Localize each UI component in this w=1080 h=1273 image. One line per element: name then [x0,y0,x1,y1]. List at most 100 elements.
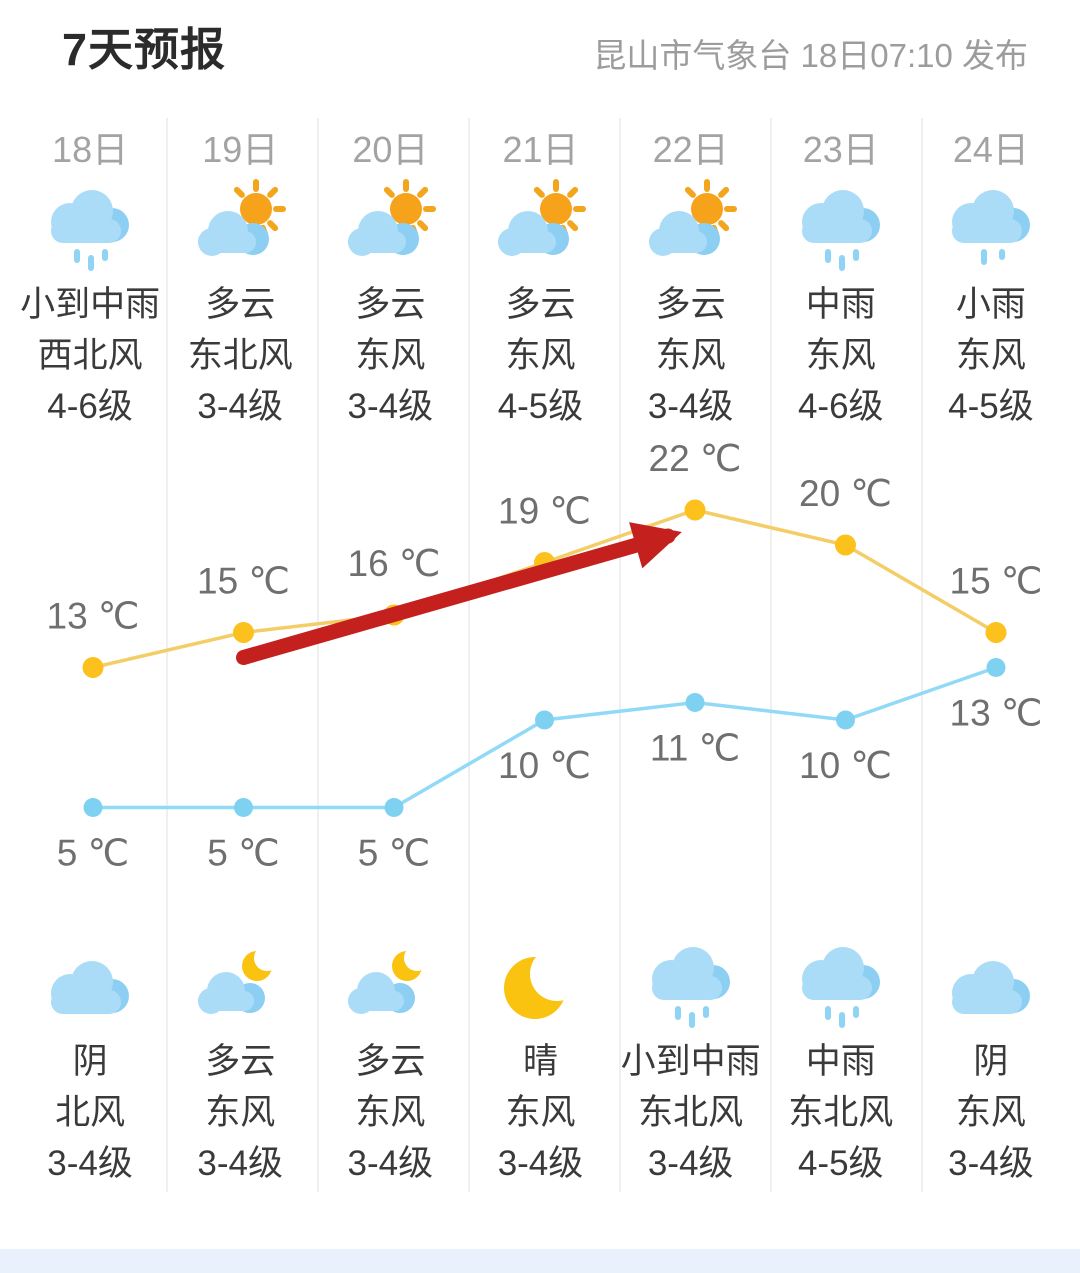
night-weather-icon [490,936,590,1036]
day-wind-direction: 东风 [955,336,1026,375]
moon-cloud-icon [348,945,431,1014]
rain-cloud-icon [801,947,880,1028]
forecast-column-24: 24日 小雨 东风 4-5级 [916,115,1066,432]
day-high-temperature-label: 13 ℃ [47,595,140,636]
night-low-temperature-label: 10 ℃ [799,745,892,786]
day-wind-level: 3-4级 [647,387,734,426]
night-wind-direction: 东北风 [788,1093,894,1132]
night-wind-level: 4-5级 [797,1144,884,1183]
day-high-temperature-label: 15 ℃ [197,560,290,601]
night-wind-direction: 北风 [55,1093,126,1132]
rain-cloud-icon [801,190,880,271]
night-weather-icon [40,936,140,1036]
moon-icon [504,947,585,1019]
night-wind-direction: 东风 [505,1093,576,1132]
night-low-temperature-point [83,798,103,817]
date-label: 20日 [352,129,429,170]
forecast-column-18: 18日 小到中雨 西北风 4-6级 [15,115,165,432]
day-wind-direction: 西北风 [37,336,143,375]
night-column-20: 多云 东风 3-4级 [315,924,465,1189]
day-high-temperature-label: 20 ℃ [799,473,892,514]
cloud-icon [51,961,130,1014]
date-label: 18日 [52,129,129,170]
night-forecast-row: 阴 北风 3-4级 多云 东风 3-4级 多云 东风 3-4级 [15,924,1066,1189]
night-column-18: 阴 北风 3-4级 [15,924,165,1189]
day-condition: 多云 [355,285,426,324]
day-wind-direction: 东北风 [187,336,293,375]
night-column-23: 中雨 东北风 4-5级 [766,924,916,1189]
forecast-column-23: 23日 中雨 东风 4-6级 [766,115,916,432]
date-label: 23日 [802,129,879,170]
day-condition: 多云 [655,285,726,324]
cloud-icon [951,961,1030,1014]
night-wind-direction: 东风 [205,1093,276,1132]
day-high-temperature-point [233,622,254,643]
day-weather-icon [490,179,590,279]
night-column-22: 小到中雨 东北风 3-4级 [616,924,766,1189]
day-weather-icon [40,179,140,279]
day-high-temperature-line [92,508,997,670]
day-wind-direction: 东风 [355,336,426,375]
night-wind-level: 3-4级 [197,1144,283,1183]
night-condition: 阴 [72,1042,108,1081]
moon-cloud-icon [198,945,281,1014]
night-wind-level: 3-4级 [497,1144,584,1183]
rain-cloud-icon [651,947,730,1028]
night-wind-level: 3-4级 [948,1144,1034,1183]
night-wind-direction: 东风 [355,1093,426,1132]
bottom-section-divider [0,1249,1080,1273]
forecast-column-21: 21日 多云 东风 4-5级 [465,115,615,432]
night-weather-icon [641,936,741,1036]
day-condition: 多云 [205,285,276,324]
night-wind-direction: 东北风 [638,1093,744,1132]
day-condition: 中雨 [805,285,876,324]
night-low-temperature-line [93,665,997,810]
day-high-temperature-label: 22 ℃ [649,438,742,479]
day-wind-level: 4-6级 [797,387,884,426]
day-high-temperature-point [835,534,856,556]
light-rain-cloud-icon [951,190,1030,265]
night-low-temperature-label: 13 ℃ [950,692,1043,733]
night-low-temperature-label: 10 ℃ [498,745,591,786]
day-weather-icon [190,179,290,279]
rain-cloud-icon [51,190,130,271]
night-wind-level: 3-4级 [347,1144,434,1183]
day-high-temperature-point [383,604,405,626]
sun-cloud-icon [498,179,587,256]
day-condition: 多云 [505,285,576,324]
night-weather-icon [340,936,440,1036]
night-condition: 多云 [355,1042,426,1081]
day-high-temperature-point [534,552,555,573]
night-column-19: 多云 东风 3-4级 [165,924,315,1189]
night-weather-icon [190,936,290,1036]
night-column-21: 晴 东风 3-4级 [465,924,615,1189]
night-condition: 多云 [205,1042,276,1081]
forecast-column-19: 19日 多云 东北风 3-4级 [165,115,315,432]
day-weather-icon [340,179,440,279]
day-wind-level: 4-5级 [497,387,584,426]
night-low-temperature-point [986,658,1006,677]
day-weather-icon [641,179,741,279]
night-low-temperature-point [234,798,253,817]
day-forecast-row: 18日 小到中雨 西北风 4-6级 19日 [15,115,1066,432]
night-condition: 中雨 [805,1042,876,1081]
night-low-temperature-label: 5 ℃ [57,832,129,873]
day-wind-direction: 东风 [505,336,576,375]
red-trend-arrow [236,522,682,665]
day-weather-icon [791,179,891,279]
forecast-column-20: 20日 多云 东风 3-4级 [315,115,465,432]
night-low-temperature-label: 5 ℃ [207,832,279,873]
day-high-temperature-label: 15 ℃ [950,560,1043,601]
night-low-temperature-label: 11 ℃ [650,727,740,768]
night-low-temperature-point [535,710,554,730]
night-wind-level: 3-4级 [647,1144,734,1183]
night-wind-direction: 东风 [955,1093,1026,1132]
forecast-column-22: 22日 多云 东风 3-4级 [616,115,766,432]
day-high-temperature-point [82,657,104,678]
publish-info: 昆山市气象台 18日07:10 发布 [593,37,1028,74]
day-high-temperature-label: 16 ℃ [348,543,441,584]
day-high-temperature-point [985,622,1007,643]
night-low-temperature-point [685,693,705,712]
day-wind-level: 3-4级 [347,387,434,426]
night-wind-level: 3-4级 [47,1144,133,1183]
